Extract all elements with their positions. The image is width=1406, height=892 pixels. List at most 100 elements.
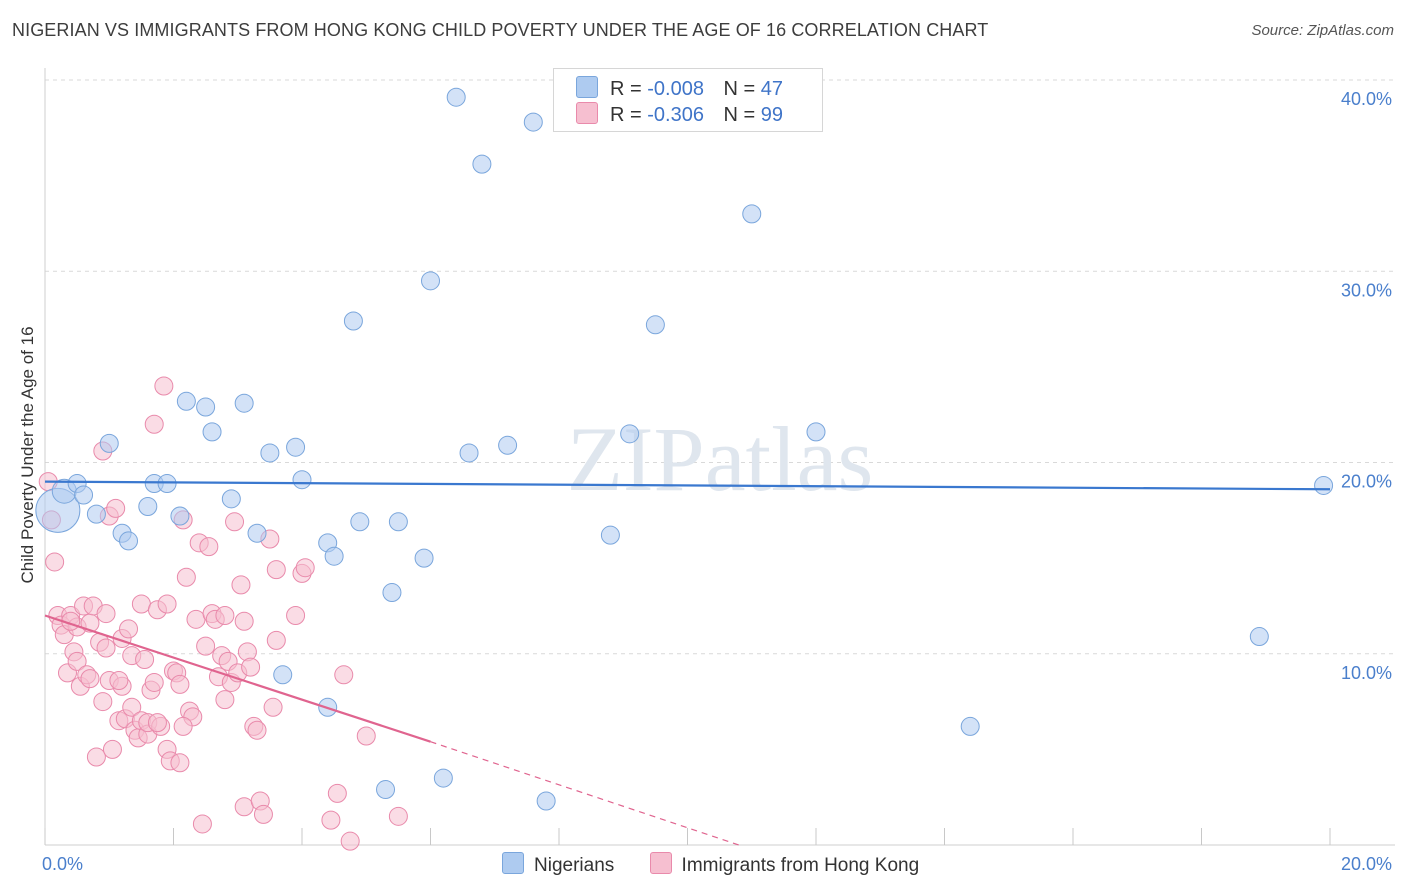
data-point — [237, 642, 257, 662]
y-axis-label: Child Poverty Under the Age of 16 — [18, 326, 37, 583]
data-point — [446, 87, 466, 107]
legend-item-nigerians[interactable]: Nigerians — [502, 852, 614, 877]
data-point — [96, 604, 116, 624]
data-point — [215, 606, 235, 625]
data-point — [234, 797, 254, 817]
legend-item-hong-kong[interactable]: Immigrants from Hong Kong — [649, 852, 920, 877]
y-tick-label: 40.0% — [1341, 89, 1392, 109]
watermark: ZIPatlas — [567, 408, 874, 510]
trend-lines — [44, 480, 1331, 846]
legend-n-value: 47 — [760, 78, 784, 100]
data-point — [147, 713, 167, 733]
data-point — [241, 657, 261, 677]
data-point — [334, 665, 354, 685]
x-tick-label: 0.0% — [42, 854, 83, 874]
data-point — [523, 112, 543, 132]
trend-extension-hong-kong — [430, 741, 740, 846]
data-point — [292, 470, 312, 490]
data-point — [186, 609, 206, 629]
data-point — [119, 619, 139, 639]
data-point — [1314, 475, 1334, 495]
legend-r-value: -0.306 — [647, 104, 704, 126]
source-label: Source: ZipAtlas.com — [1251, 22, 1394, 39]
data-point — [253, 804, 273, 824]
legend-item-label: Nigerians — [534, 855, 615, 876]
data-point — [260, 443, 280, 463]
data-point — [144, 672, 164, 692]
data-point — [93, 692, 113, 712]
data-point — [202, 422, 222, 442]
data-point — [45, 552, 65, 572]
data-point — [135, 649, 155, 669]
data-point — [382, 583, 402, 603]
data-point — [231, 575, 251, 595]
trend-line-hong-kong — [44, 614, 431, 743]
blue-swatch-icon — [502, 852, 524, 874]
grid — [45, 79, 1395, 655]
data-point — [221, 489, 241, 509]
legend-item-label: Immigrants from Hong Kong — [681, 855, 920, 876]
data-point — [170, 506, 190, 526]
series-nigerians — [35, 87, 1334, 811]
data-point — [102, 739, 122, 759]
data-point — [806, 422, 826, 442]
data-point — [286, 606, 306, 625]
data-point — [215, 690, 235, 710]
y-tick-label: 10.0% — [1341, 663, 1392, 683]
data-point — [106, 498, 126, 518]
data-point — [80, 669, 100, 689]
data-point — [192, 814, 212, 834]
data-point — [131, 594, 151, 614]
data-point — [273, 665, 293, 685]
data-point — [433, 768, 453, 788]
data-point — [96, 638, 116, 658]
data-point — [154, 376, 174, 396]
trend-line-nigerians — [44, 480, 1331, 491]
pink-swatch-icon — [576, 102, 598, 124]
series-legend: Nigerians Immigrants from Hong Kong — [502, 852, 949, 877]
legend-r-value: -0.008 — [647, 78, 704, 100]
data-point — [122, 697, 142, 717]
data-point — [472, 154, 492, 174]
tick-labels: 10.0% 20.0% 30.0% 40.0% 0.0% 20.0% — [42, 89, 1392, 874]
data-point — [157, 474, 177, 494]
data-point — [295, 558, 315, 578]
data-point — [350, 512, 370, 532]
data-point — [138, 496, 158, 516]
legend-r-label: R = — [610, 78, 642, 100]
pink-swatch-icon — [649, 852, 672, 874]
data-point — [109, 671, 129, 691]
data-point — [388, 806, 408, 826]
data-point — [86, 747, 106, 767]
data-point — [327, 783, 347, 803]
data-point — [620, 424, 640, 444]
y-tick-label: 30.0% — [1341, 280, 1392, 300]
data-point — [321, 810, 341, 830]
data-point — [498, 435, 518, 455]
data-point — [263, 697, 283, 717]
x-tick-label: 20.0% — [1341, 854, 1392, 874]
legend-row-nigerians: R = -0.008 N = 47 — [576, 76, 783, 100]
blue-swatch-icon — [576, 76, 598, 98]
data-point — [600, 525, 620, 545]
data-point — [199, 537, 219, 557]
legend-n-label: N = — [723, 78, 756, 100]
axes — [44, 68, 1395, 846]
data-point — [376, 780, 396, 800]
data-point — [173, 716, 193, 736]
data-point — [421, 271, 440, 291]
data-point — [286, 437, 306, 457]
data-point — [414, 548, 434, 568]
legend-n-label: N = — [723, 104, 756, 126]
legend-r-label: R = — [610, 104, 642, 126]
data-point — [340, 831, 360, 851]
data-point — [247, 523, 267, 543]
correlation-legend: R = -0.008 N = 47 R = -0.306 N = 99 — [553, 68, 823, 132]
data-point — [459, 443, 479, 463]
data-point — [99, 433, 119, 453]
legend-n-value: 99 — [760, 104, 784, 126]
data-point — [157, 594, 177, 614]
data-point — [742, 204, 762, 224]
data-point — [119, 531, 139, 551]
